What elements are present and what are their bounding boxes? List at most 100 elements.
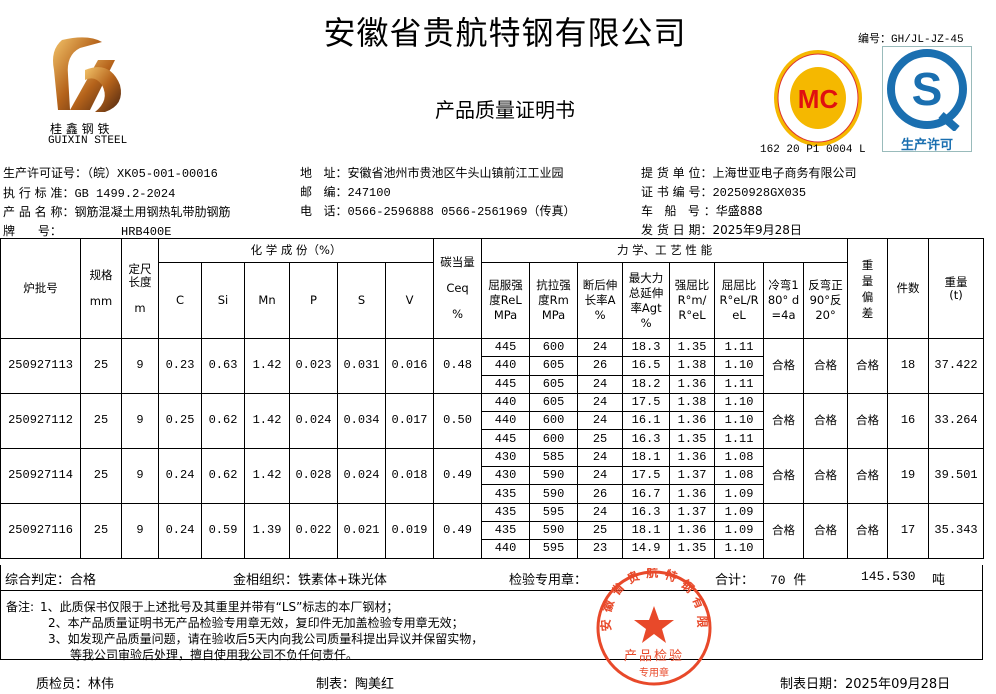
chem-value: 0.023 bbox=[289, 338, 338, 394]
test-value: 600 bbox=[529, 411, 579, 431]
test-value: 1.37 bbox=[669, 466, 716, 486]
weight-deviation-result: 合格 bbox=[847, 338, 889, 394]
col-chem-v: V bbox=[384, 262, 435, 339]
test-value: 430 bbox=[481, 466, 531, 486]
spec: 25 bbox=[80, 338, 122, 394]
pieces: 17 bbox=[887, 502, 930, 559]
info-item: 产 品 名 称：钢筋混凝土用钢热轧带肋钢筋 bbox=[3, 205, 231, 219]
reverse-bend-result: 合格 bbox=[803, 338, 849, 394]
batch-number: 250927113 bbox=[0, 338, 81, 394]
test-value: 18.1 bbox=[622, 520, 671, 541]
qs-logo-icon: S bbox=[887, 49, 967, 133]
test-value: 1.09 bbox=[714, 520, 765, 541]
col-pieces: 件数 bbox=[887, 238, 930, 339]
spec: 25 bbox=[80, 447, 122, 504]
test-value: 1.35 bbox=[669, 539, 716, 559]
chem-value: 1.42 bbox=[244, 392, 290, 449]
reverse-bend-result: 合格 bbox=[803, 502, 849, 559]
weight-unit: 吨 bbox=[932, 573, 946, 588]
col-spec: 规格 mm bbox=[80, 238, 122, 339]
length: 9 bbox=[121, 338, 159, 394]
test-value: 16.3 bbox=[622, 429, 671, 449]
test-value: 1.36 bbox=[669, 447, 716, 468]
test-value: 1.10 bbox=[714, 356, 765, 376]
company-title: 安徽省贵航特钢有限公司 bbox=[323, 14, 687, 52]
length: 9 bbox=[121, 502, 159, 559]
cold-bend-result: 合格 bbox=[763, 338, 805, 394]
test-value: 1.09 bbox=[714, 502, 765, 522]
svg-text:MC: MC bbox=[798, 84, 839, 114]
summary-row: 综合判定：合格 金相组织：铁素体+珠光体 检验专用章： 合计： 70 件 145… bbox=[0, 565, 983, 591]
doc-code: 编号：GH/JL-JZ-45 bbox=[858, 34, 964, 46]
test-value: 435 bbox=[481, 502, 531, 522]
col-mech-group: 力 学、工 艺 性 能 bbox=[481, 238, 849, 263]
chem-value: 0.59 bbox=[201, 502, 245, 559]
test-value: 440 bbox=[481, 411, 531, 431]
note-line: 3、如发现产品质量问题，请在验收后5天内向我公司质量科提出异议并保留实物， bbox=[48, 632, 484, 646]
mc-logo-icon: MC bbox=[774, 50, 862, 146]
weight-deviation-result: 合格 bbox=[847, 447, 889, 504]
spec: 25 bbox=[80, 392, 122, 449]
table-row: 250927112 25 9 0.25 0.62 1.42 0.024 0.034 0.017 0… bbox=[0, 392, 985, 449]
mc-certification-logo: MC 162 20 P1 0004 L bbox=[760, 48, 866, 156]
batch-number: 250927112 bbox=[0, 392, 81, 449]
table-row: 440 595 23 14.9 1.35 1.10 bbox=[1, 539, 984, 559]
svg-text:S: S bbox=[912, 63, 943, 115]
reverse-bend-result: 合格 bbox=[803, 392, 849, 449]
test-value: 26 bbox=[577, 484, 624, 504]
chem-value: 0.24 bbox=[158, 502, 202, 559]
test-value: 24 bbox=[577, 466, 624, 486]
chem-value: 0.016 bbox=[384, 338, 435, 394]
reverse-bend-result: 合格 bbox=[803, 447, 849, 504]
total-pieces: 70 件 bbox=[770, 573, 807, 588]
ceq-value: 0.49 bbox=[433, 447, 483, 504]
table-row: 250927113 25 9 0.23 0.63 1.42 0.023 0.031 0.016 0… bbox=[0, 337, 985, 394]
cold-bend-result: 合格 bbox=[763, 447, 805, 504]
svg-text:专用章: 专用章 bbox=[639, 666, 669, 679]
info-item: 车 船 号 ：华盛888 bbox=[641, 204, 763, 218]
inspector: 质检员：林伟 bbox=[36, 677, 115, 692]
chem-value: 0.034 bbox=[337, 392, 386, 449]
test-value: 605 bbox=[529, 356, 579, 376]
test-value: 445 bbox=[481, 337, 531, 358]
chem-value: 0.018 bbox=[384, 447, 435, 504]
test-value: 440 bbox=[481, 539, 531, 559]
cold-bend-result: 合格 bbox=[763, 502, 805, 559]
test-value: 600 bbox=[529, 337, 579, 358]
test-value: 1.11 bbox=[714, 337, 765, 358]
test-value: 26 bbox=[577, 356, 624, 376]
weight: 33.264 bbox=[928, 392, 985, 449]
test-value: 25 bbox=[577, 429, 624, 449]
header-row-2: C Si Mn P S V 屈服强度ReL MPa 抗拉强度Rm MPa 断后伸长率A % 最大力… bbox=[1, 262, 984, 339]
test-value: 1.09 bbox=[714, 484, 765, 504]
metallographic-structure: 金相组织：铁素体+珠光体 bbox=[233, 573, 387, 588]
info-item: 生产许可证号：（皖）XK05-001-00016 bbox=[3, 166, 218, 181]
test-value: 23 bbox=[577, 539, 624, 559]
ceq-value: 0.49 bbox=[433, 502, 483, 559]
col-length: 定尺长度 m bbox=[121, 238, 159, 339]
test-value: 1.36 bbox=[669, 484, 716, 504]
prepared-date: 制表日期：2025年09月28日 bbox=[780, 677, 951, 692]
document-title: 产品质量证明书 bbox=[435, 98, 575, 122]
test-value: 595 bbox=[529, 539, 579, 559]
chem-value: 1.42 bbox=[244, 338, 290, 394]
weight: 37.422 bbox=[928, 338, 985, 394]
seal-label: 检验专用章： bbox=[509, 573, 588, 588]
test-value: 445 bbox=[481, 374, 531, 394]
logo-cn-text: 桂 鑫 钢 铁 bbox=[50, 122, 110, 136]
chem-value: 0.017 bbox=[384, 392, 435, 449]
test-value: 445 bbox=[481, 429, 531, 449]
test-value: 440 bbox=[481, 392, 531, 413]
test-value: 590 bbox=[529, 520, 579, 541]
test-value: 1.38 bbox=[669, 356, 716, 376]
length: 9 bbox=[121, 447, 159, 504]
info-item: 电 话：0566-2596888 0566-2561969（传真） bbox=[300, 204, 576, 219]
col-mech-1: 抗拉强度Rm MPa bbox=[529, 262, 579, 339]
col-chem-s: S bbox=[337, 262, 386, 339]
test-value: 585 bbox=[529, 447, 579, 468]
batch-number: 250927116 bbox=[0, 502, 81, 559]
batch-number: 250927114 bbox=[0, 447, 81, 504]
qs-license-logo: S 生产许可 bbox=[882, 46, 972, 153]
test-value: 18.3 bbox=[622, 337, 671, 358]
test-value: 435 bbox=[481, 484, 531, 504]
